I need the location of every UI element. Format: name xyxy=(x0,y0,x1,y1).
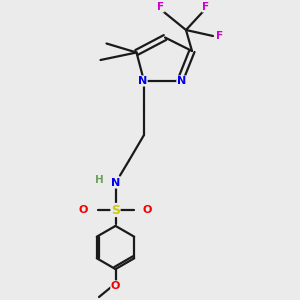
Text: O: O xyxy=(143,205,152,215)
Text: O: O xyxy=(79,205,88,215)
Text: F: F xyxy=(202,2,209,12)
Text: N: N xyxy=(111,178,120,188)
Text: N: N xyxy=(177,76,186,86)
Text: S: S xyxy=(111,203,120,217)
Text: O: O xyxy=(111,281,120,291)
Text: F: F xyxy=(157,2,164,12)
Text: N: N xyxy=(138,76,147,86)
Text: F: F xyxy=(216,31,223,41)
Text: H: H xyxy=(94,175,103,185)
